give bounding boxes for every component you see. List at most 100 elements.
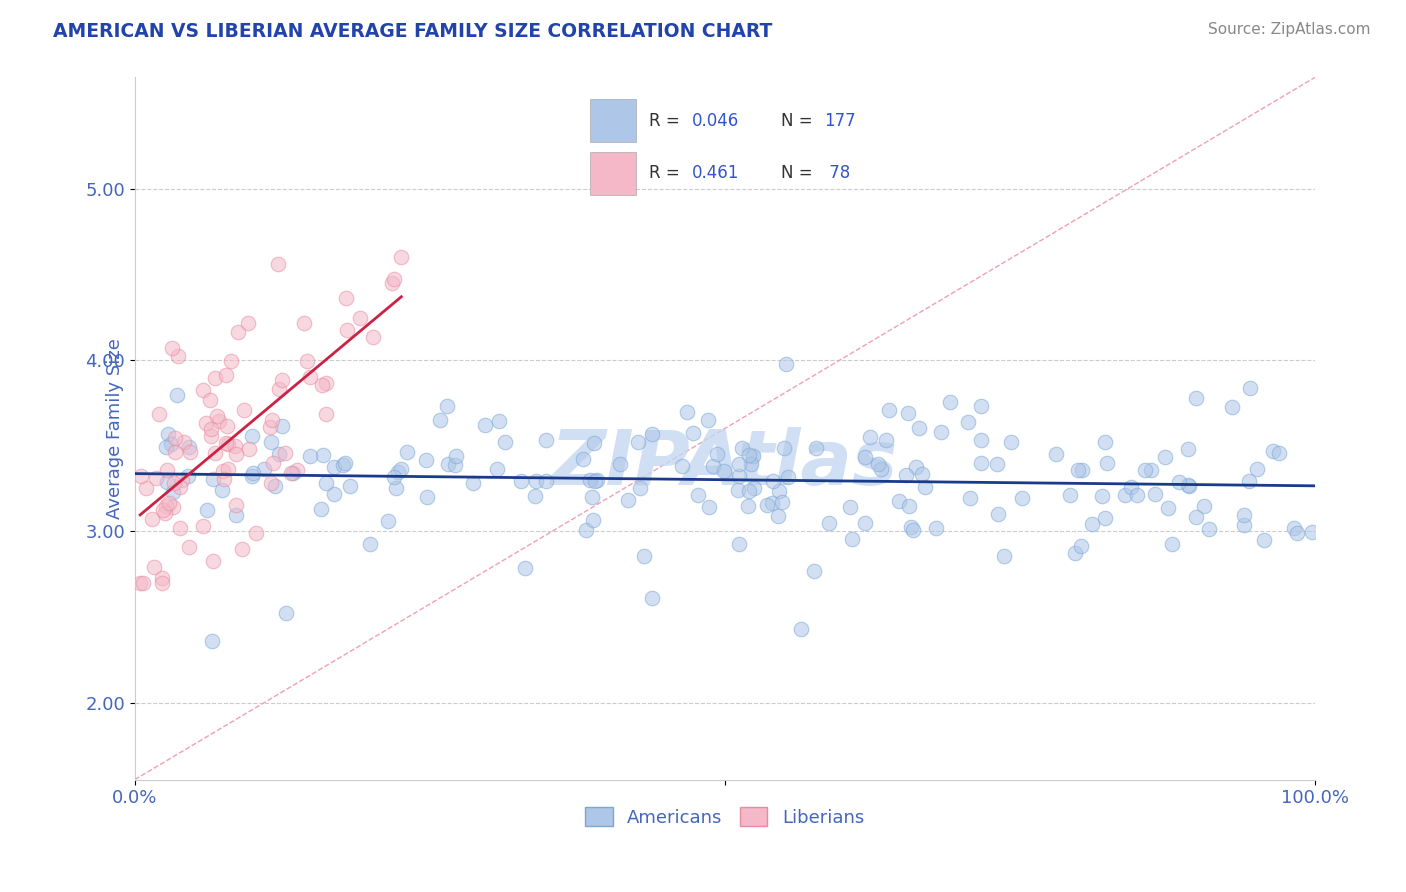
Point xyxy=(322,487,344,501)
Point xyxy=(238,442,260,457)
Point xyxy=(166,349,188,363)
Point xyxy=(177,468,200,483)
Point xyxy=(1198,523,1220,537)
Point xyxy=(198,392,221,407)
Point xyxy=(1045,447,1067,461)
Point xyxy=(444,458,467,473)
Text: Source: ZipAtlas.com: Source: ZipAtlas.com xyxy=(1208,22,1371,37)
Point xyxy=(444,450,467,464)
Point xyxy=(486,461,509,475)
Point xyxy=(179,445,201,459)
Point xyxy=(212,472,235,486)
Point xyxy=(150,570,173,584)
Point xyxy=(389,250,412,264)
Point xyxy=(218,462,240,476)
Point xyxy=(1301,524,1323,539)
Point xyxy=(211,464,233,478)
Point xyxy=(762,474,785,488)
Point xyxy=(163,445,186,459)
Point xyxy=(311,377,333,392)
Point xyxy=(524,475,547,489)
Point xyxy=(363,329,385,343)
Point xyxy=(1064,546,1087,560)
Point xyxy=(583,474,606,488)
Point xyxy=(162,341,184,355)
Point xyxy=(309,501,332,516)
Point xyxy=(194,416,217,430)
Point xyxy=(579,473,602,487)
Point xyxy=(804,441,827,455)
Point xyxy=(1233,508,1256,522)
Point xyxy=(177,440,200,454)
Point xyxy=(166,388,188,402)
Point xyxy=(768,483,790,498)
Point xyxy=(162,476,184,491)
Point xyxy=(200,429,222,443)
Point xyxy=(225,447,247,461)
Point xyxy=(217,437,239,451)
Point xyxy=(571,452,593,467)
Point xyxy=(131,575,153,590)
Point xyxy=(897,406,920,420)
Point xyxy=(761,496,783,510)
Point xyxy=(415,452,437,467)
Y-axis label: Average Family Size: Average Family Size xyxy=(105,338,124,519)
Point xyxy=(1222,400,1244,414)
Point xyxy=(900,520,922,534)
Point xyxy=(215,368,238,383)
Point xyxy=(177,540,200,554)
Point xyxy=(153,506,176,520)
Point xyxy=(706,447,728,461)
Point xyxy=(205,409,228,424)
Point xyxy=(191,383,214,397)
Point xyxy=(868,458,890,472)
Point xyxy=(728,457,751,471)
Point xyxy=(929,425,952,439)
Point xyxy=(1114,488,1136,502)
Point xyxy=(238,316,260,330)
Point xyxy=(262,456,284,470)
Point xyxy=(359,537,381,551)
Point xyxy=(1177,442,1199,457)
Point xyxy=(280,466,302,480)
Point xyxy=(938,394,960,409)
Point xyxy=(534,474,557,488)
Point xyxy=(143,560,166,574)
Point xyxy=(173,435,195,450)
Point xyxy=(163,431,186,445)
Point xyxy=(853,516,876,530)
Point xyxy=(260,434,283,449)
Point xyxy=(197,503,219,517)
Point xyxy=(731,442,754,456)
Point xyxy=(157,496,180,510)
Point xyxy=(1286,526,1309,541)
Point xyxy=(853,450,876,464)
Point xyxy=(156,427,179,442)
Point xyxy=(141,512,163,526)
Point xyxy=(869,462,891,476)
Point xyxy=(688,488,710,502)
Point xyxy=(339,478,361,492)
Point xyxy=(204,371,226,385)
Point xyxy=(150,575,173,590)
Point xyxy=(202,472,225,486)
Point xyxy=(225,508,247,522)
Point xyxy=(1233,517,1256,532)
Point xyxy=(260,412,283,426)
Point xyxy=(416,490,439,504)
Point xyxy=(1253,533,1275,548)
Point xyxy=(1192,499,1215,513)
Point xyxy=(697,500,720,514)
Point xyxy=(211,483,233,497)
Point xyxy=(395,444,418,458)
Point xyxy=(959,491,981,505)
Point xyxy=(259,419,281,434)
Point xyxy=(169,521,191,535)
Point xyxy=(162,485,184,500)
Point xyxy=(702,458,724,473)
Point xyxy=(461,475,484,490)
Point xyxy=(274,606,297,620)
Point xyxy=(299,449,322,463)
Point xyxy=(129,575,152,590)
Point xyxy=(201,554,224,568)
